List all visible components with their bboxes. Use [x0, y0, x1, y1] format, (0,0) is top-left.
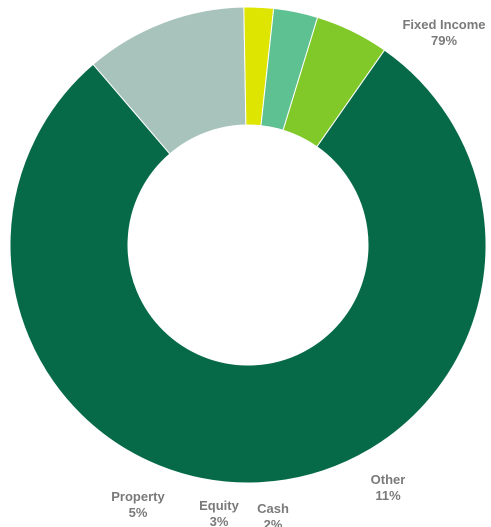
slice-label-name: Other [371, 472, 406, 487]
slice-labels: Fixed Income 79% Other 11% Cash 2% Equity 3% Pro… [111, 17, 485, 527]
slice-label-percent: 5% [129, 505, 148, 520]
slice-label-percent: 11% [375, 488, 401, 503]
slice-label-name: Equity [199, 498, 239, 513]
slice-label-name: Cash [257, 501, 289, 516]
slice-label-percent: 3% [210, 514, 229, 527]
donut-slices [9, 6, 487, 484]
slice-label-percent: 79% [431, 33, 457, 48]
slice-label-name: Property [111, 489, 165, 504]
slice-fixed-income [9, 49, 487, 484]
slice-label-percent: 2% [264, 517, 283, 527]
slice-label-other: Other 11% [371, 472, 406, 503]
slice-label-equity: Equity 3% [199, 498, 239, 527]
slice-label-cash: Cash 2% [257, 501, 289, 527]
slice-label-name: Fixed Income [402, 17, 485, 32]
slice-label-fixed-income: Fixed Income 79% [402, 17, 485, 48]
slice-label-property: Property 5% [111, 489, 165, 520]
slice-property [282, 16, 386, 148]
